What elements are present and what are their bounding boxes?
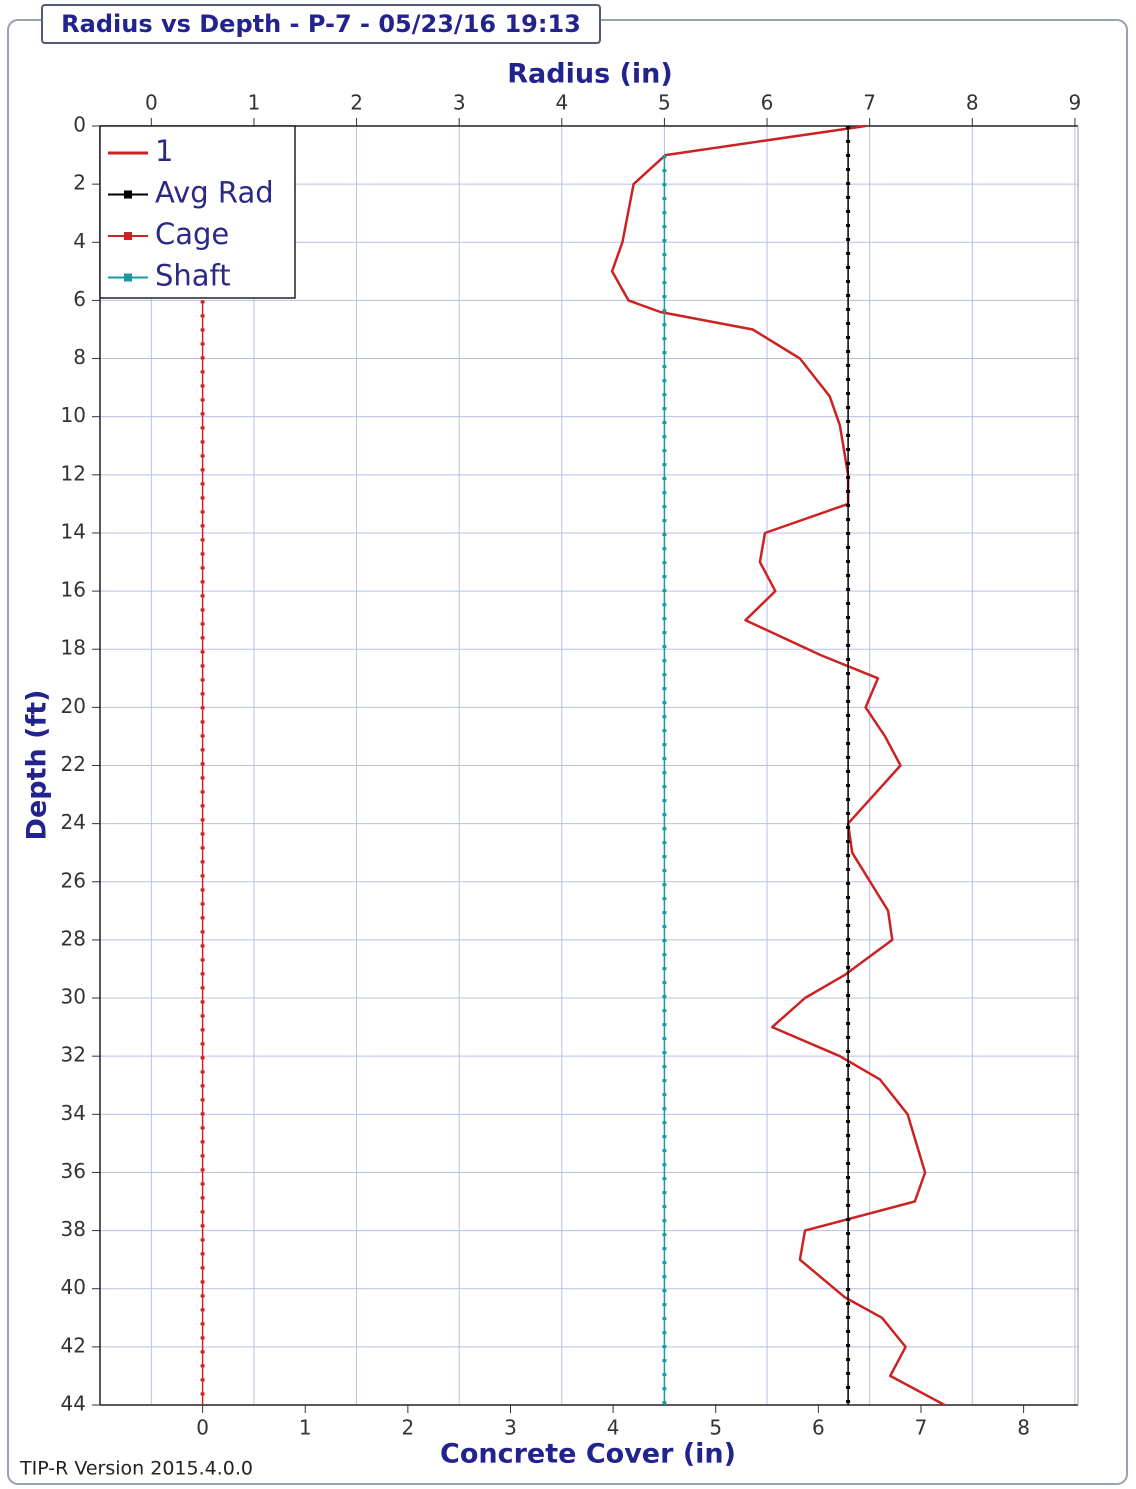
y-tick-label: 40 [61,1275,86,1299]
y-tick-label: 34 [61,1101,86,1125]
title-box [41,4,601,44]
x-tick-label: 7 [863,91,876,115]
x2-tick-label: 5 [709,1416,722,1440]
y-tick-label: 24 [61,810,86,834]
y-tick-label: 30 [61,985,86,1009]
legend: 1 Avg Rad Cage Shaft [99,125,296,299]
x-tick-label: 2 [350,91,363,115]
y-tick-label: 36 [61,1159,86,1183]
y-tick-label: 26 [61,868,86,892]
x-tick-label: 5 [658,91,671,115]
x2-tick-label: 0 [196,1416,209,1440]
x2-tick-label: 3 [504,1416,517,1440]
legend-label: 1 [155,134,173,168]
legend-label: Cage [155,217,229,251]
y-tick-label: 44 [61,1392,86,1416]
y-tick-label: 18 [61,636,86,660]
legend-label: Shaft [155,259,231,293]
y-tick-label: 32 [61,1043,86,1067]
chart-title: Radius vs Depth - P-7 - 05/23/16 19:13 [61,10,581,38]
x2-tick-label: 6 [812,1416,825,1440]
y-tick-label: 6 [73,287,86,311]
x-tick-label: 9 [1069,91,1082,115]
y-tick-label: 8 [73,345,86,369]
y-tick-label: 20 [61,694,86,718]
plot-area: 0246810121416182022242628303234363840424… [61,91,1082,1440]
legend-marker [124,273,132,282]
x-axis-title: Radius (in) [507,59,672,90]
x-tick-label: 3 [453,91,466,115]
y-tick-label: 42 [61,1333,86,1357]
y-tick-label: 22 [61,752,86,776]
y-tick-label: 10 [61,403,86,427]
y-axis-title: Depth (ft) [22,690,53,841]
y-tick-label: 0 [73,113,86,137]
x-tick-label: 8 [966,91,979,115]
x2-tick-label: 2 [402,1416,415,1440]
y-tick-label: 16 [61,578,86,602]
legend-marker [124,232,132,240]
y-tick-label: 12 [61,461,86,485]
version-note: TIP-R Version 2015.4.0.0 [19,1458,253,1480]
x-tick-label: 4 [555,91,568,115]
y-tick-label: 14 [61,519,86,543]
x2-tick-label: 1 [299,1416,312,1440]
y-tick-label: 38 [61,1217,86,1241]
legend-label: Avg Rad [155,176,274,210]
y-tick-label: 4 [73,229,86,253]
x2-tick-label: 4 [607,1416,620,1440]
series-line [610,124,946,1407]
legend-marker [124,190,132,199]
x2-tick-label: 8 [1017,1416,1030,1440]
x2-tick-label: 7 [915,1416,928,1440]
y-tick-label: 2 [73,171,86,195]
legend-box [99,125,296,299]
x2-axis-title: Concrete Cover (in) [440,1439,736,1470]
x-tick-label: 0 [145,91,158,115]
x-tick-label: 6 [761,91,774,115]
x-tick-label: 1 [248,91,261,115]
y-tick-label: 28 [61,926,86,950]
